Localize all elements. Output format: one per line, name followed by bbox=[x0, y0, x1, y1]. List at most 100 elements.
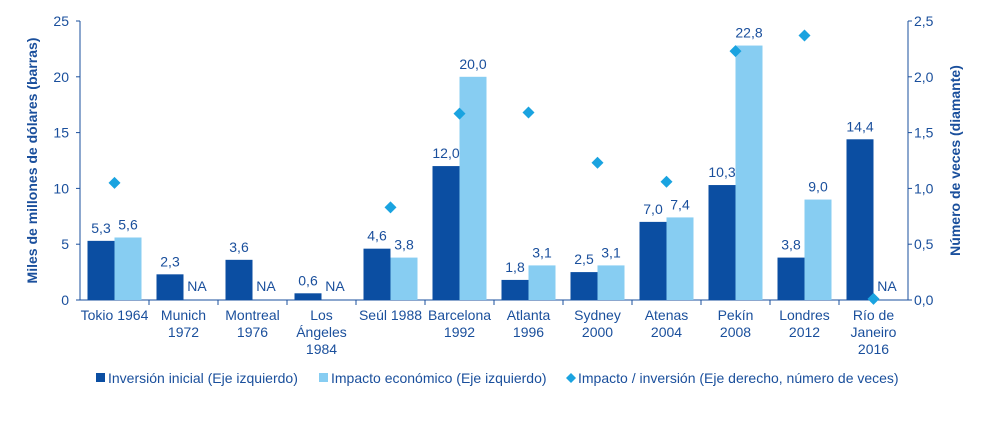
y-axis-title: Miles de millones de dólares (barras) bbox=[24, 38, 40, 284]
category-label: Londres 2012 bbox=[779, 307, 830, 340]
data-label-inversion: 3,6 bbox=[229, 239, 249, 255]
legend-label: Impacto / inversión (Eje derecho, número… bbox=[578, 370, 899, 386]
category-label: Montreal 1976 bbox=[225, 307, 279, 340]
category-label: Barcelona 1992 bbox=[428, 307, 491, 340]
right-tick-label: 2,0 bbox=[914, 69, 934, 85]
axes: 0 5 10 15 20 25 0,0 0,5 1,0 1,5 2,0 2,5 Miles de mil… bbox=[24, 13, 963, 308]
diamond-ratio bbox=[798, 29, 811, 42]
data-label-inversion: 3,8 bbox=[781, 237, 801, 253]
left-tick-label: 15 bbox=[53, 125, 69, 141]
bar-inversion bbox=[363, 248, 391, 300]
legend-swatch bbox=[319, 373, 328, 382]
bar-impacto bbox=[390, 257, 418, 300]
category-label-line: Los bbox=[310, 307, 333, 323]
diamond-ratio bbox=[108, 176, 121, 189]
right-tick-label: 0,5 bbox=[914, 236, 934, 252]
bar-inversion bbox=[294, 293, 322, 300]
bar-inversion bbox=[846, 139, 874, 300]
left-tick-label: 20 bbox=[53, 69, 69, 85]
category-label: Tokio 1964 bbox=[81, 307, 149, 323]
legend-swatch bbox=[96, 373, 105, 382]
bar-inversion bbox=[87, 240, 115, 300]
category-labels: Tokio 1964 Munich 1972 Montreal 1976 Los Ángel… bbox=[81, 307, 897, 357]
category-label: Munich 1972 bbox=[161, 307, 206, 340]
bar-inversion bbox=[156, 274, 184, 300]
category-label-line: Janeiro bbox=[851, 324, 897, 340]
category-label-line: Atlanta bbox=[507, 307, 551, 323]
category-label-line: 2012 bbox=[789, 324, 820, 340]
category-label: Seúl 1988 bbox=[359, 307, 422, 323]
y2-axis-title: Número de veces (diamante) bbox=[947, 65, 963, 256]
diamond-ratio bbox=[729, 45, 742, 58]
data-label-inversion: 1,8 bbox=[505, 259, 525, 275]
legend-label: Impacto económico (Eje izquierdo) bbox=[331, 370, 547, 386]
bar-impacto bbox=[735, 45, 763, 300]
data-label-impacto: 22,8 bbox=[735, 25, 762, 41]
data-label-impacto: 3,1 bbox=[601, 244, 621, 260]
bar-impacto bbox=[528, 265, 556, 300]
data-label-inversion: 2,3 bbox=[160, 253, 180, 269]
bars bbox=[87, 45, 874, 300]
diamond-ratio bbox=[660, 175, 673, 188]
left-tick-label: 10 bbox=[53, 180, 69, 196]
data-label-impacto: 3,1 bbox=[532, 244, 552, 260]
diamond-ratio bbox=[867, 292, 880, 305]
diamond-ratio bbox=[591, 156, 604, 169]
bar-impacto bbox=[804, 199, 832, 300]
category-label-line: Montreal bbox=[225, 307, 279, 323]
legend: Inversión inicial (Eje izquierdo) Impacto… bbox=[96, 370, 899, 386]
bar-inversion bbox=[225, 259, 253, 300]
diamond-ratio bbox=[453, 107, 466, 120]
right-tick-label: 1,0 bbox=[914, 180, 934, 196]
bar-inversion bbox=[777, 257, 805, 300]
left-tick-label: 5 bbox=[61, 236, 69, 252]
category-label-line: 2000 bbox=[582, 324, 613, 340]
category-label-line: Atenas bbox=[645, 307, 689, 323]
bar-inversion bbox=[708, 185, 736, 300]
bar-inversion bbox=[570, 272, 598, 300]
bar-inversion bbox=[432, 166, 460, 300]
category-label: Atlanta 1996 bbox=[507, 307, 551, 340]
data-label-impacto-na: NA bbox=[325, 278, 345, 294]
category-label-line: 1976 bbox=[237, 324, 268, 340]
category-label-line: 1996 bbox=[513, 324, 544, 340]
category-label-line: Ángeles bbox=[296, 324, 347, 340]
category-label-line: 1992 bbox=[444, 324, 475, 340]
data-label-impacto: 3,8 bbox=[394, 237, 414, 253]
data-label-inversion: 4,6 bbox=[367, 228, 387, 244]
category-label-line: 2004 bbox=[651, 324, 682, 340]
category-label-line: 2016 bbox=[858, 341, 889, 357]
category-label-line: Londres bbox=[779, 307, 830, 323]
bar-inversion bbox=[501, 279, 529, 300]
data-label-inversion: 10,3 bbox=[708, 164, 735, 180]
bar-impacto bbox=[666, 217, 694, 300]
category-label-line: Sydney bbox=[574, 307, 621, 323]
data-label-impacto: 7,4 bbox=[670, 196, 690, 212]
data-label-impacto: 20,0 bbox=[459, 56, 486, 72]
data-label-impacto-na: NA bbox=[877, 278, 897, 294]
data-label-impacto: 5,6 bbox=[118, 217, 138, 233]
category-label: Río de Janeiro 2016 bbox=[851, 307, 897, 357]
category-label-line: Barcelona bbox=[428, 307, 491, 323]
right-tick-label: 1,5 bbox=[914, 125, 934, 141]
right-tick-label: 2,5 bbox=[914, 13, 934, 29]
data-label-inversion: 0,6 bbox=[298, 272, 318, 288]
diamonds bbox=[108, 29, 880, 305]
bar-impacto bbox=[114, 237, 142, 300]
data-label-inversion: 5,3 bbox=[91, 220, 111, 236]
category-label: Los Ángeles 1984 bbox=[296, 307, 347, 357]
left-tick-label: 25 bbox=[53, 13, 69, 29]
category-label-line: 1984 bbox=[306, 341, 337, 357]
category-label-line: 1972 bbox=[168, 324, 199, 340]
legend-label: Inversión inicial (Eje izquierdo) bbox=[108, 370, 298, 386]
right-tick-label: 0,0 bbox=[914, 292, 934, 308]
left-tick-label: 0 bbox=[61, 292, 69, 308]
bar-inversion bbox=[639, 221, 667, 300]
category-label-line: 2008 bbox=[720, 324, 751, 340]
bar-impacto bbox=[459, 76, 487, 300]
data-label-impacto-na: NA bbox=[187, 278, 207, 294]
data-label-impacto: 9,0 bbox=[808, 179, 828, 195]
legend-swatch-diamond bbox=[566, 373, 576, 383]
